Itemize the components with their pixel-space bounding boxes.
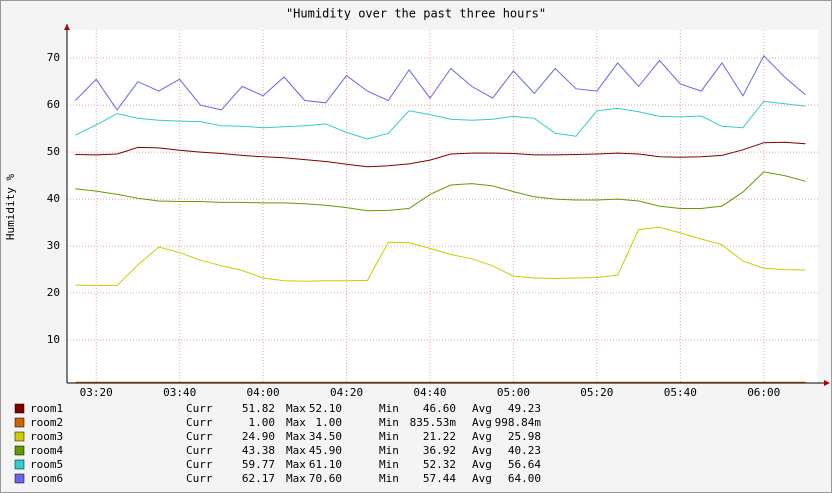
stat-label: Avg: [472, 402, 492, 415]
stat-value: 61.10: [309, 458, 342, 471]
legend-label: room5: [30, 458, 63, 471]
series-line: [75, 100, 806, 140]
legend-label: room3: [30, 430, 63, 443]
stat-value: 52.32: [423, 458, 456, 471]
stat-label: Max: [286, 458, 306, 471]
grid: [67, 30, 818, 383]
x-tick-label: 05:40: [664, 386, 697, 399]
x-tick-label: 06:00: [747, 386, 780, 399]
stat-label: Avg: [472, 472, 492, 485]
y-tick-label: 10: [47, 333, 60, 346]
stat-label: Max: [286, 472, 306, 485]
y-tick-label: 60: [47, 98, 60, 111]
y-tick-label: 70: [47, 51, 60, 64]
stat-label: Min: [379, 444, 399, 457]
stat-value: 835.53m: [410, 416, 457, 429]
stat-value: 59.77: [242, 458, 275, 471]
legend-label: room2: [30, 416, 63, 429]
stat-value: 56.64: [508, 458, 541, 471]
stat-value: 1.00: [249, 416, 276, 429]
stat-label: Max: [286, 402, 306, 415]
legend-label: room6: [30, 472, 63, 485]
x-tick-label: 05:00: [497, 386, 530, 399]
stat-value: 998.84m: [495, 416, 542, 429]
stat-value: 43.38: [242, 444, 275, 457]
x-tick-label: 04:40: [413, 386, 446, 399]
stat-value: 70.60: [309, 472, 342, 485]
stat-label: Max: [286, 416, 306, 429]
stat-value: 36.92: [423, 444, 456, 457]
stat-label: Avg: [472, 458, 492, 471]
x-tick-label: 05:20: [580, 386, 613, 399]
lines: [74, 54, 806, 383]
plot-area: [67, 30, 818, 383]
stat-value: 49.23: [508, 402, 541, 415]
x-tick-label: 03:40: [163, 386, 196, 399]
y-tick-label: 50: [47, 145, 60, 158]
stat-value: 24.90: [242, 430, 275, 443]
stat-value: 52.10: [309, 402, 342, 415]
stat-label: Min: [379, 472, 399, 485]
y-tick-label: 20: [47, 286, 60, 299]
chart-title: "Humidity over the past three hours": [286, 7, 546, 21]
stat-value: 40.23: [508, 444, 541, 457]
stat-label: Curr: [186, 444, 213, 457]
stat-label: Max: [286, 430, 306, 443]
stat-label: Min: [379, 416, 399, 429]
stat-value: 25.98: [508, 430, 541, 443]
legend-swatch: [14, 459, 25, 470]
stat-label: Min: [379, 430, 399, 443]
stat-value: 34.50: [309, 430, 342, 443]
stat-value: 46.60: [423, 402, 456, 415]
series-line: [75, 226, 806, 286]
series-line: [75, 141, 806, 168]
stat-value: 64.00: [508, 472, 541, 485]
y-arrow: [64, 24, 70, 30]
series-line: [74, 54, 806, 111]
stat-label: Curr: [186, 472, 213, 485]
x-tick-label: 04:00: [247, 386, 280, 399]
stat-value: 62.17: [242, 472, 275, 485]
stat-label: Curr: [186, 458, 213, 471]
stat-label: Curr: [186, 416, 213, 429]
y-tick-label: 40: [47, 192, 60, 205]
stat-value: 45.90: [309, 444, 342, 457]
x-tick-label: 04:20: [330, 386, 363, 399]
stat-label: Min: [379, 458, 399, 471]
legend-swatch: [14, 431, 25, 442]
stat-label: Curr: [186, 430, 213, 443]
y-tick-label: 30: [47, 239, 60, 252]
stat-label: Curr: [186, 402, 213, 415]
legend-swatch: [14, 417, 25, 428]
stat-label: Avg: [472, 430, 492, 443]
stat-value: 1.00: [316, 416, 343, 429]
stat-value: 51.82: [242, 402, 275, 415]
stat-label: Min: [379, 402, 399, 415]
legend-swatch: [14, 403, 25, 414]
legend-label: room1: [30, 402, 63, 415]
y-axis-label: Humidity %: [4, 174, 17, 241]
stat-label: Avg: [472, 444, 492, 457]
legend-swatch: [14, 473, 25, 484]
x-arrow: [824, 380, 830, 386]
series-line: [75, 171, 806, 212]
stat-value: 57.44: [423, 472, 456, 485]
x-tick-label: 03:20: [80, 386, 113, 399]
stat-label: Avg: [472, 416, 492, 429]
legend-swatch: [14, 445, 25, 456]
legend-label: room4: [30, 444, 63, 457]
stat-label: Max: [286, 444, 306, 457]
stat-value: 21.22: [423, 430, 456, 443]
